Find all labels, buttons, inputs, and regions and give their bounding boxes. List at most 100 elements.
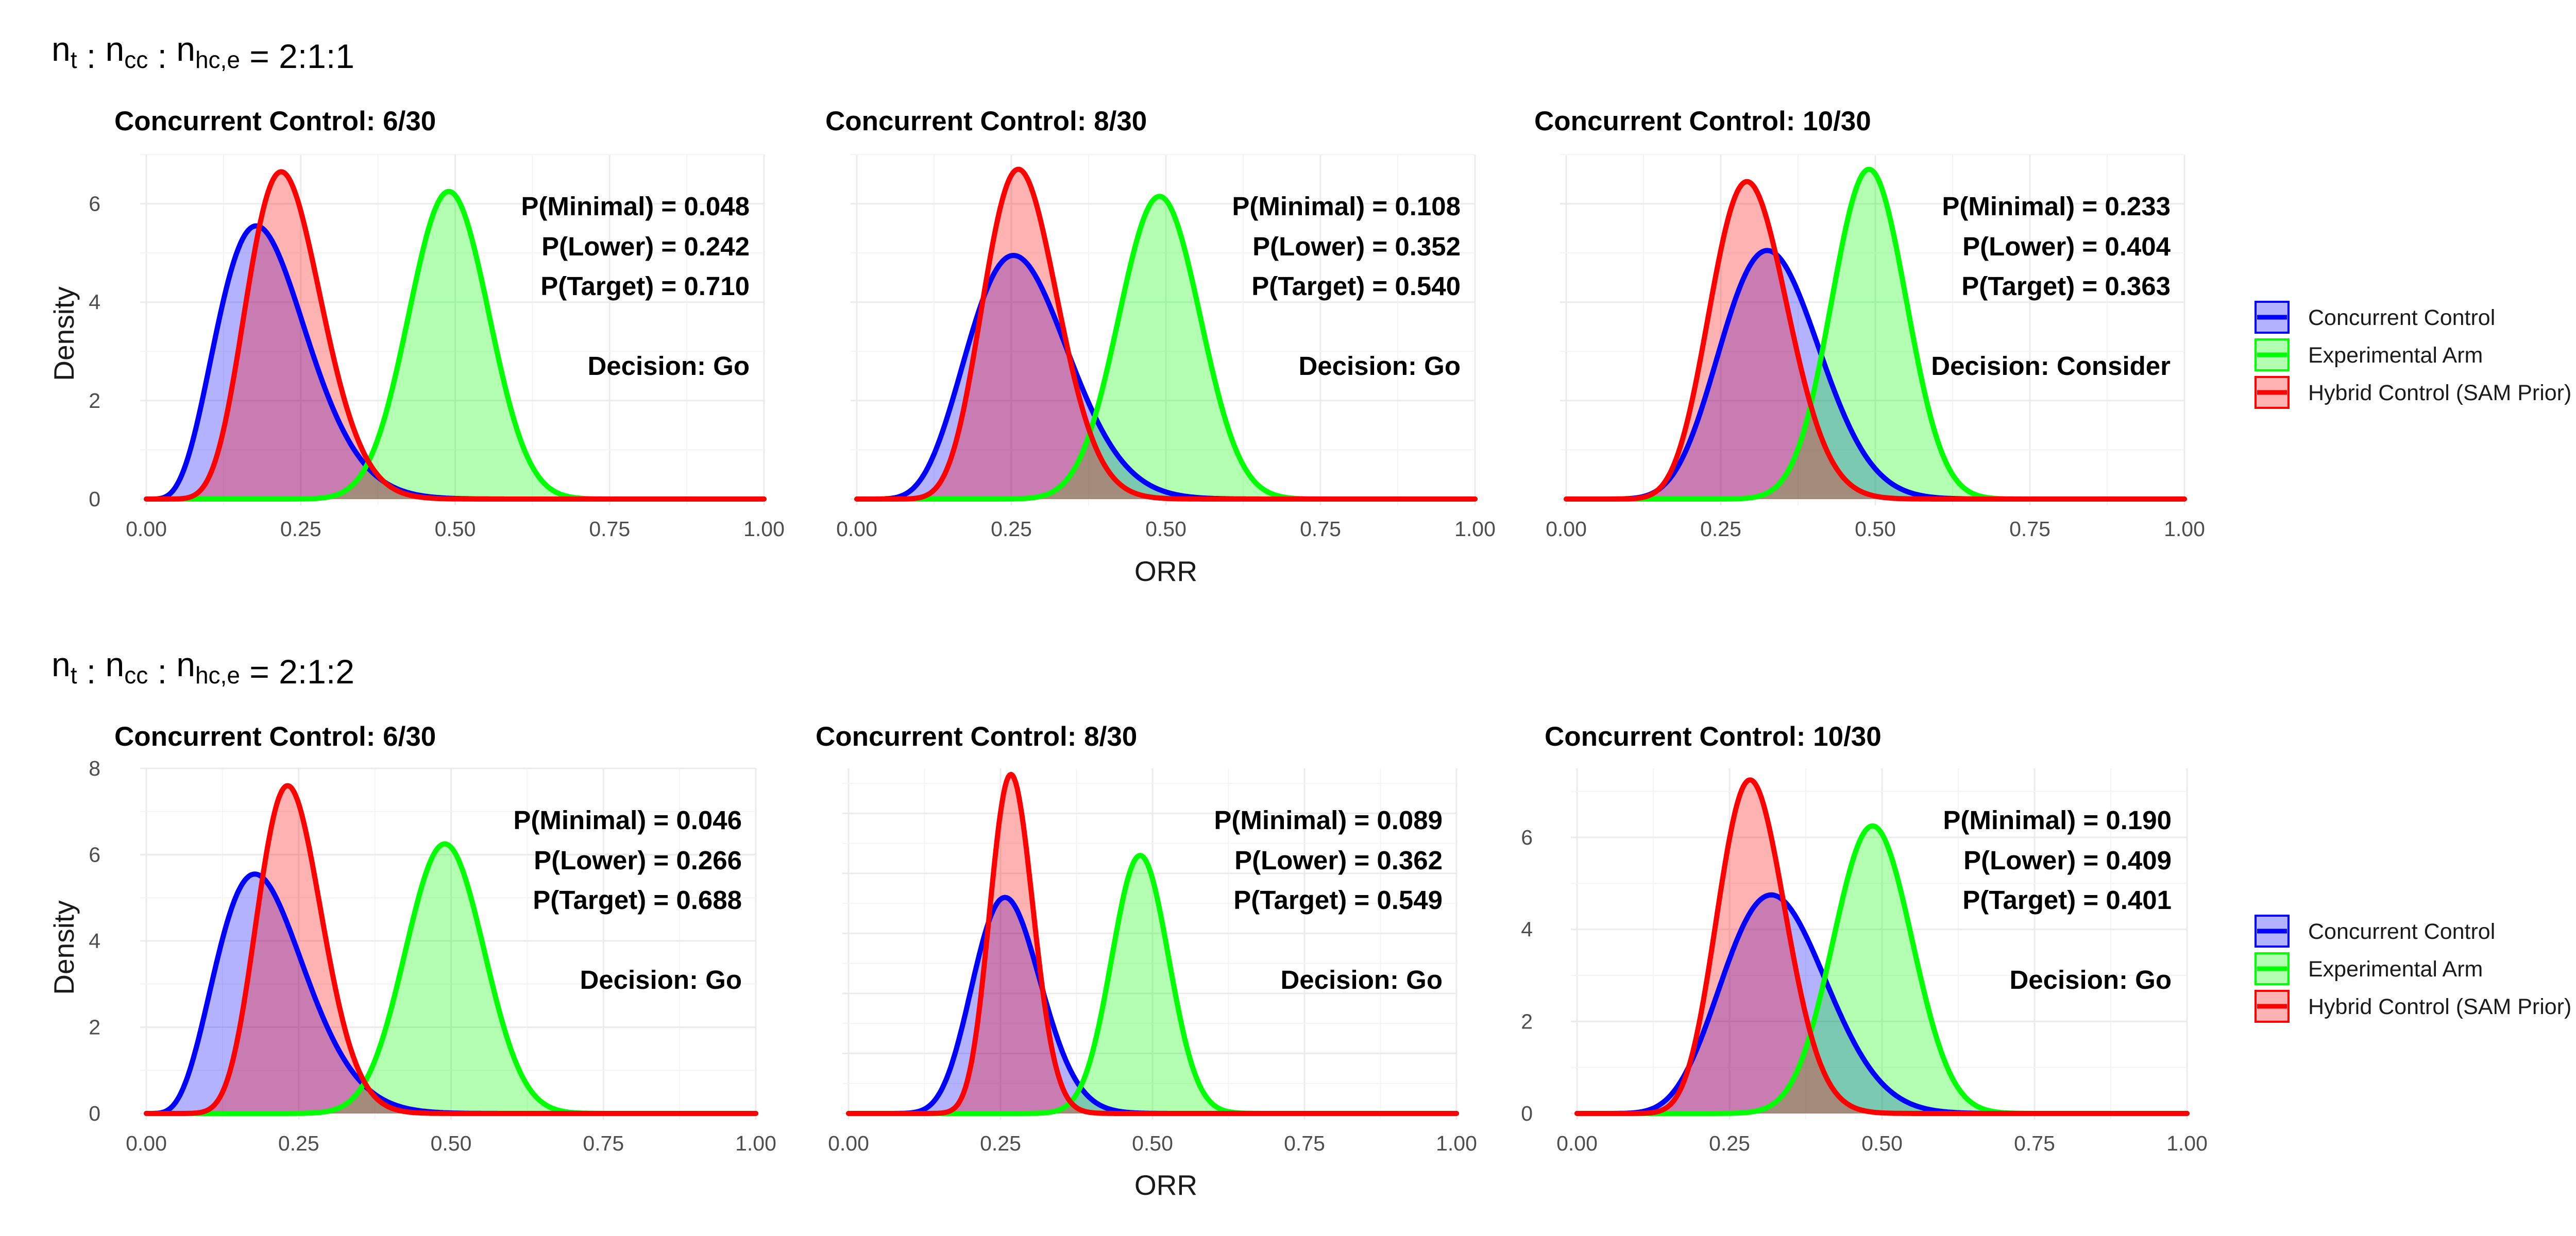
density-area <box>146 874 756 1113</box>
y-tick-label: 6 <box>1521 826 1533 849</box>
density-area <box>1577 780 2187 1113</box>
x-tick-label: 0.75 <box>2014 1131 2055 1155</box>
density-area <box>146 226 764 500</box>
probability-label: P(Lower) = 0.404 <box>1962 232 2171 261</box>
chart-panel: Concurrent Control: 10/30 0.00 0.25 0.50 0.7… <box>1521 722 2208 1155</box>
density-area <box>857 255 1475 499</box>
density-area <box>857 169 1475 499</box>
probability-label: P(Minimal) = 0.048 <box>521 192 750 221</box>
decision-label: Decision: Consider <box>1931 351 2171 381</box>
y-tick-label: 4 <box>1521 918 1533 941</box>
density-area <box>1577 895 2187 1113</box>
density-area <box>146 844 756 1113</box>
density-area <box>1577 826 2187 1113</box>
legend-label: Hybrid Control (SAM Prior) <box>2308 381 2571 405</box>
decision-label: Decision: Go <box>2009 965 2172 994</box>
y-tick-label: 6 <box>89 843 100 867</box>
probability-label: P(Target) = 0.688 <box>533 885 742 915</box>
density-area <box>146 171 764 499</box>
probability-label: P(Lower) = 0.242 <box>541 232 750 261</box>
x-tick-label: 0.50 <box>435 517 476 541</box>
decision-label: Decision: Go <box>1298 351 1461 381</box>
density-line <box>846 771 1459 1116</box>
x-tick-label: 1.00 <box>735 1131 776 1155</box>
y-tick-label: 4 <box>89 929 100 953</box>
chart-panel: Concurrent Control: 6/30 0.00 0.25 0.50 0.75… <box>89 106 785 541</box>
y-tick-label: 2 <box>89 389 100 413</box>
x-tick-label: 0.00 <box>126 1131 167 1155</box>
x-tick-label: 0.00 <box>836 517 877 541</box>
density-line <box>1564 179 2187 502</box>
density-area <box>849 897 1456 1113</box>
x-tick-label: 0.25 <box>980 1131 1021 1155</box>
panel-title: Concurrent Control: 6/30 <box>114 106 436 136</box>
probability-label: P(Target) = 0.401 <box>1962 885 2172 915</box>
probability-label: P(Target) = 0.549 <box>1233 885 1443 915</box>
y-tick-label: 2 <box>89 1016 100 1039</box>
row-title: nt : ncc : nhc,e = 2:1:2 <box>52 645 354 691</box>
panel-title: Concurrent Control: 10/30 <box>1534 106 1871 136</box>
density-area <box>857 196 1475 499</box>
y-tick-label: 4 <box>89 290 100 314</box>
x-tick-label: 0.50 <box>1855 517 1896 541</box>
panel-title: Concurrent Control: 8/30 <box>825 106 1147 136</box>
x-tick-label: 0.00 <box>1546 517 1587 541</box>
density-area <box>146 191 764 499</box>
y-tick-label: 6 <box>89 192 100 216</box>
probability-label: P(Lower) = 0.266 <box>534 846 742 875</box>
x-axis-label: ORR <box>1134 555 1197 587</box>
legend-label: Experimental Arm <box>2308 343 2483 368</box>
x-tick-label: 0.50 <box>1132 1131 1173 1155</box>
density-area <box>1566 250 2184 499</box>
series-group <box>846 771 1459 1116</box>
chart-panel: Concurrent Control: 6/30 0.00 0.25 0.50 0.75… <box>89 722 776 1155</box>
legend-label: Experimental Arm <box>2308 957 2483 982</box>
x-tick-label: 0.00 <box>1556 1131 1598 1155</box>
x-tick-label: 1.00 <box>2164 517 2205 541</box>
x-tick-label: 0.25 <box>280 517 321 541</box>
legend: Concurrent Control Experimental Arm Hybrid… <box>2255 915 2571 1023</box>
x-axis-label: ORR <box>1134 1169 1197 1201</box>
probability-label: P(Minimal) = 0.233 <box>1942 192 2171 221</box>
panel-title: Concurrent Control: 6/30 <box>114 722 436 752</box>
series-group <box>1574 777 2190 1116</box>
x-tick-label: 0.50 <box>1861 1131 1903 1155</box>
x-tick-label: 0.75 <box>1284 1131 1325 1155</box>
y-axis-label: Density <box>48 900 80 995</box>
chart-panel: Concurrent Control: 8/30 0.00 0.25 0.50 0.75… <box>825 106 1496 541</box>
chart-panel: Concurrent Control: 8/30 0.00 0.25 0.50 0.75… <box>816 722 1477 1155</box>
probability-label: P(Minimal) = 0.046 <box>513 805 742 835</box>
panel-title: Concurrent Control: 10/30 <box>1545 722 1882 752</box>
y-tick-label: 0 <box>1521 1102 1533 1125</box>
probability-label: P(Minimal) = 0.108 <box>1232 192 1461 221</box>
decision-label: Decision: Go <box>580 965 742 994</box>
x-tick-label: 0.00 <box>828 1131 869 1155</box>
probability-label: P(Target) = 0.710 <box>540 271 750 301</box>
density-area <box>146 785 756 1113</box>
series-group <box>144 169 767 502</box>
y-tick-label: 0 <box>89 1102 100 1125</box>
probability-label: P(Lower) = 0.352 <box>1252 232 1461 261</box>
y-tick-label: 0 <box>89 487 100 511</box>
density-area <box>849 774 1456 1113</box>
probability-label: P(Lower) = 0.409 <box>1963 846 2172 875</box>
probability-label: P(Minimal) = 0.089 <box>1214 805 1443 835</box>
density-area <box>849 855 1456 1113</box>
series-group <box>144 783 758 1116</box>
x-tick-label: 1.00 <box>1454 517 1496 541</box>
series-group <box>854 166 1478 502</box>
density-line <box>144 783 758 1116</box>
x-tick-label: 0.75 <box>1300 517 1341 541</box>
x-tick-label: 0.75 <box>589 517 630 541</box>
density-line <box>854 166 1478 502</box>
probability-label: P(Minimal) = 0.190 <box>1943 805 2172 835</box>
x-tick-label: 0.75 <box>583 1131 624 1155</box>
legend-label: Hybrid Control (SAM Prior) <box>2308 994 2571 1019</box>
legend-label: Concurrent Control <box>2308 305 2495 330</box>
density-line <box>1574 777 2190 1116</box>
density-area <box>1566 169 2184 499</box>
x-tick-label: 1.00 <box>743 517 785 541</box>
density-line <box>144 169 767 502</box>
probability-label: P(Lower) = 0.362 <box>1234 846 1443 875</box>
